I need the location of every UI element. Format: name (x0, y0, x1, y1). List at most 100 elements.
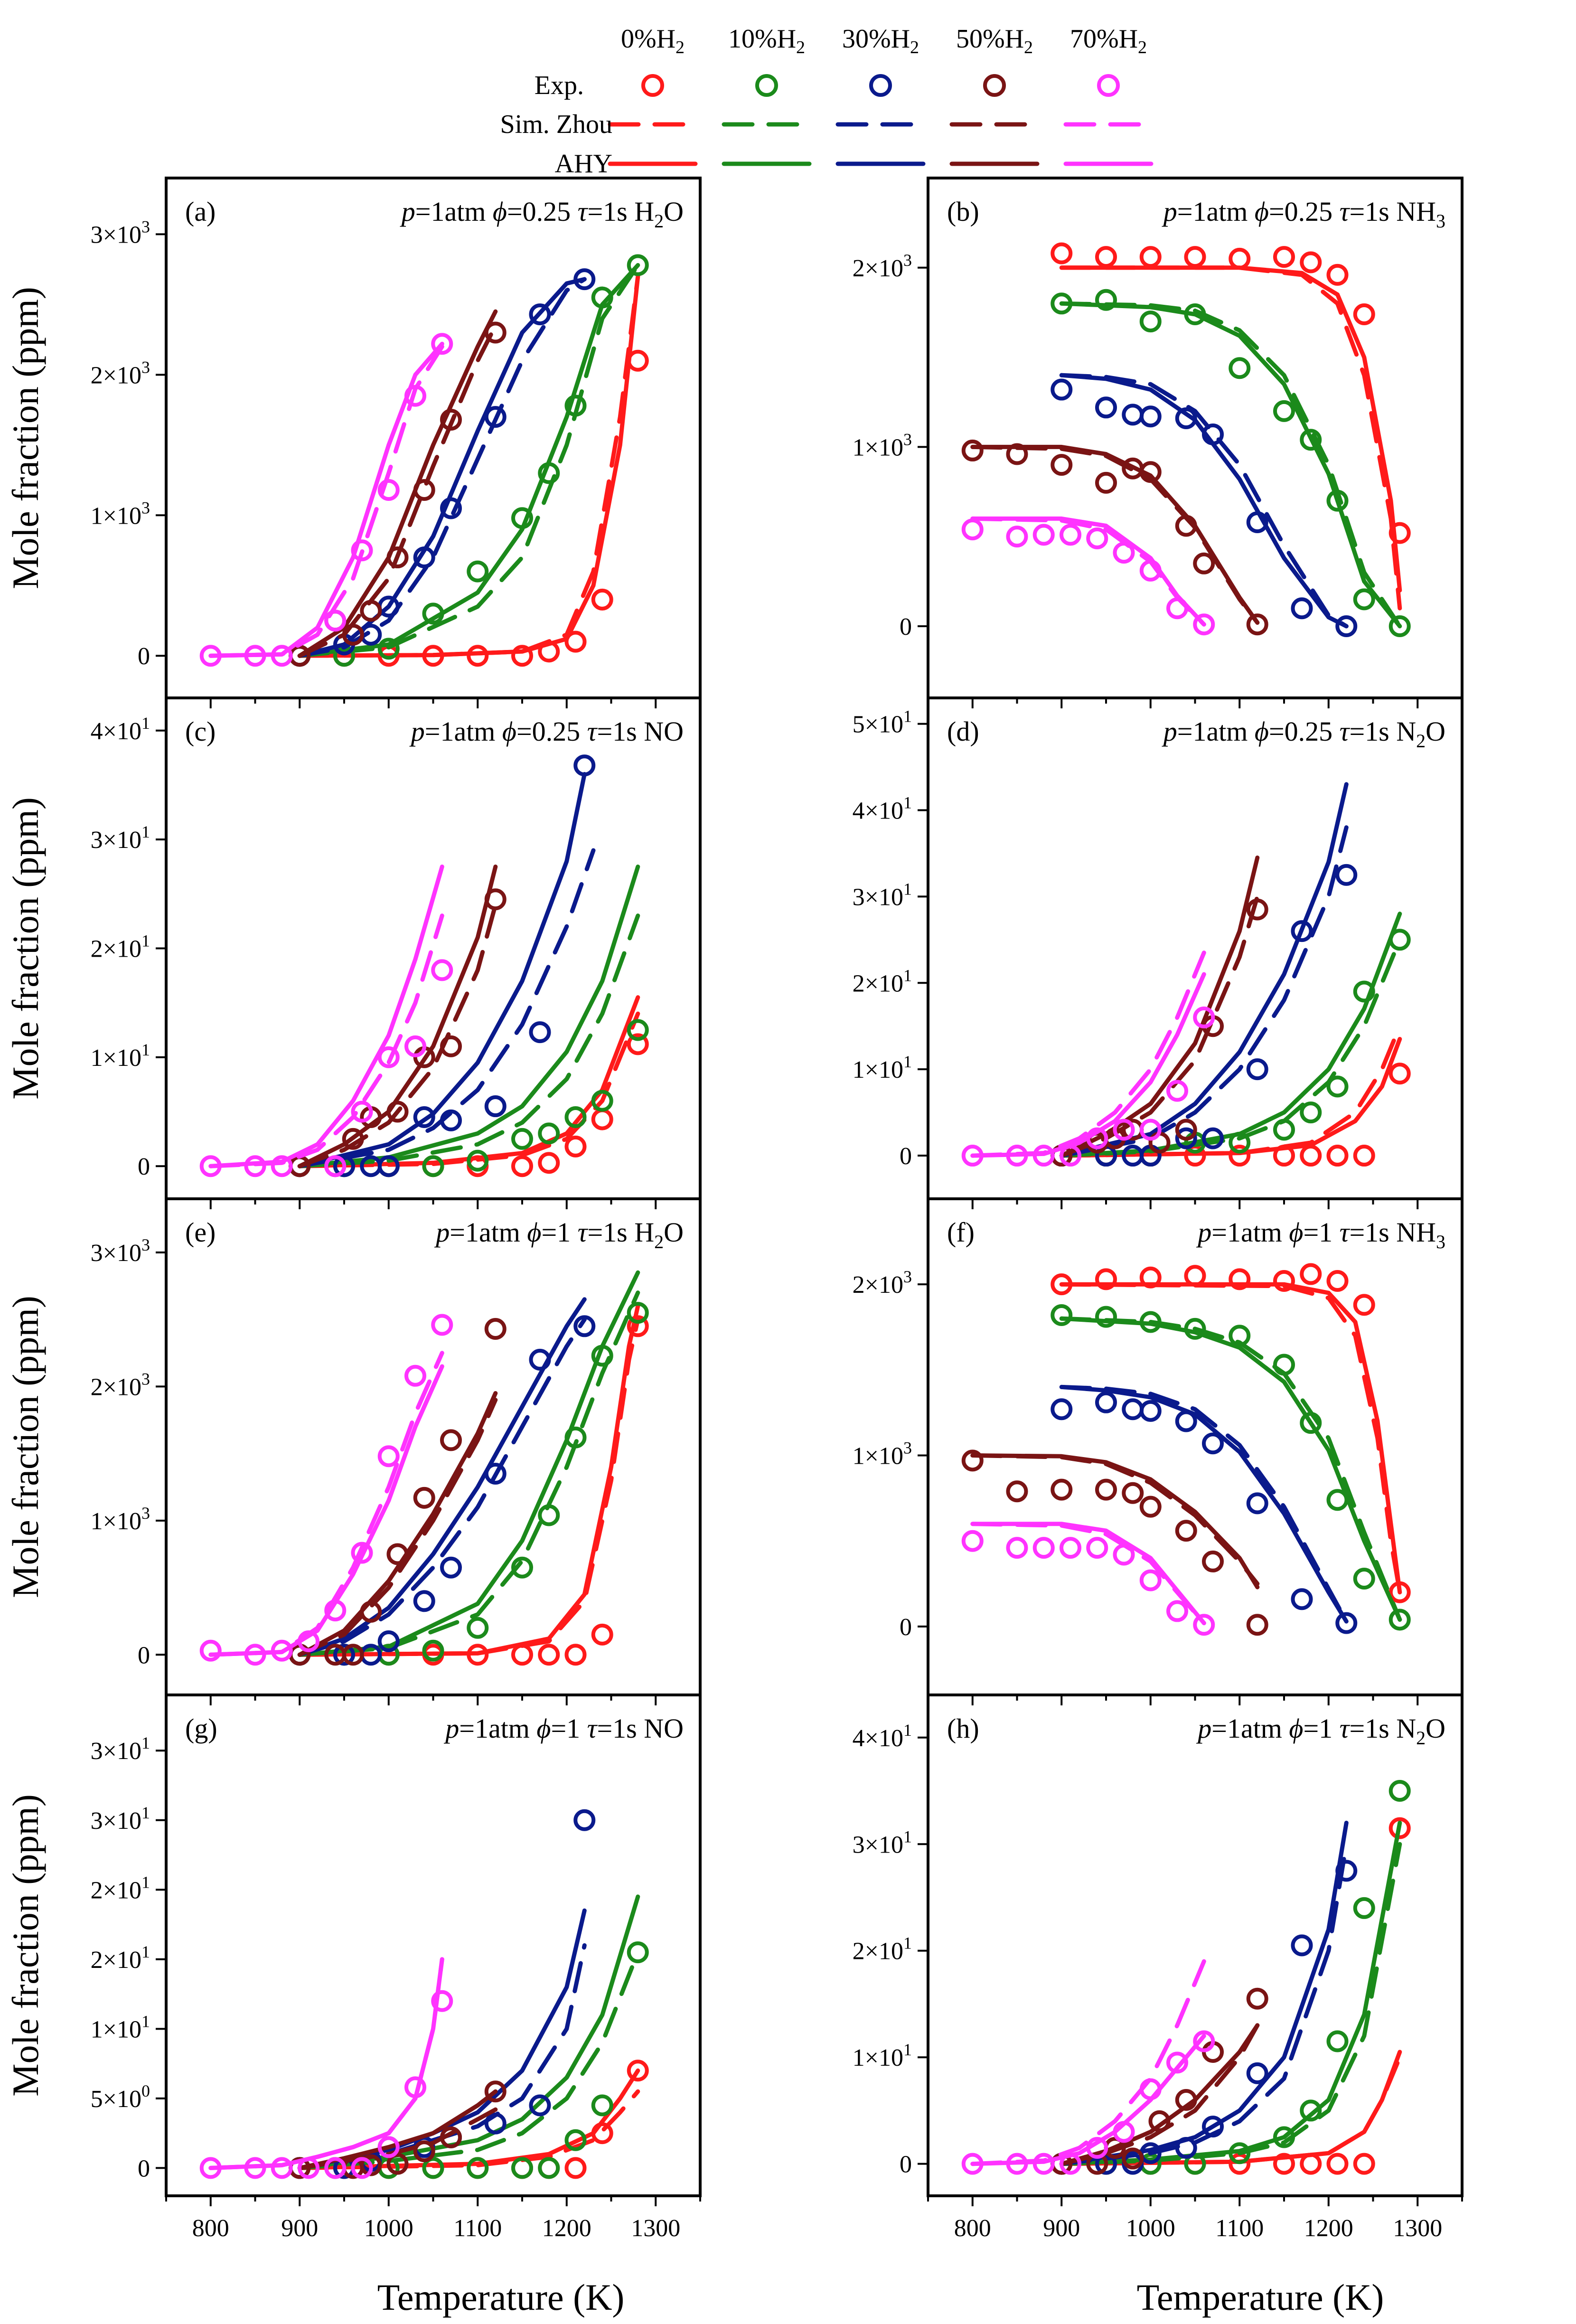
y-tick-label: 4×101 (91, 714, 150, 745)
y-tick-label: 0 (138, 1153, 150, 1180)
exp-point-30%H2 (529, 1348, 551, 1371)
y-tick-label: 0 (138, 643, 150, 670)
y-tick-label: 1×103 (91, 1504, 150, 1535)
exp-point-10%H2 (538, 1504, 560, 1526)
exp-point-10%H2 (1326, 489, 1349, 512)
exp-point-10%H2 (377, 638, 400, 660)
exp-point-70%H2 (351, 1101, 373, 1123)
exp-point-0%H2 (538, 1152, 560, 1174)
exp-point-70%H2 (1086, 1127, 1108, 1149)
exp-point-70%H2 (1060, 1145, 1081, 1167)
exp-point-70%H2 (271, 2157, 293, 2179)
exp-point-50%H2 (413, 1487, 435, 1509)
exp-point-70%H2 (1032, 1537, 1055, 1559)
zhou-line-30%H2 (297, 1317, 587, 1657)
ahy-line-50%H2 (970, 1453, 1260, 1590)
ahy-line-70%H2 (208, 341, 444, 658)
y-tick-label: 1×103 (853, 1439, 912, 1470)
exp-point-70%H2 (1006, 1145, 1028, 1167)
legend-row-label-2: AHY (555, 149, 612, 179)
panel-f: 0 1×103 2×103 (f) p=1atm ϕ=1 τ=1s NH3 (853, 1197, 1463, 1705)
x-tick-label: 1100 (453, 2215, 502, 2242)
y-axis-label: Mole fraction (ppm) (5, 287, 46, 589)
y-tick-label: 2×101 (91, 931, 150, 963)
exp-point-10%H2 (1326, 2030, 1349, 2052)
exp-point-0%H2 (564, 630, 587, 653)
exp-point-10%H2 (422, 602, 444, 625)
panel-label: (b) (947, 196, 979, 227)
zhou-line-10%H2 (297, 913, 640, 1168)
exp-point-70%H2 (1139, 2078, 1162, 2100)
ahy-line-30%H2 (1059, 1820, 1349, 2166)
exp-point-0%H2 (591, 1108, 613, 1130)
exp-point-70%H2 (244, 1155, 266, 1177)
exp-point-30%H2 (1291, 597, 1313, 620)
exp-point-70%H2 (244, 1644, 266, 1666)
zhou-line-10%H2 (1059, 1316, 1402, 1622)
panel-c: 0 1×101 2×101 3×101 4×101 (c) p=1atm ϕ=0.25 τ=… (5, 696, 702, 1209)
exp-point-0%H2 (1388, 522, 1411, 544)
y-tick-label: 1×103 (91, 498, 150, 529)
exp-point-10%H2 (1300, 2099, 1322, 2122)
exp-point-0%H2 (511, 1155, 533, 1177)
exp-point-50%H2 (1095, 471, 1117, 494)
ahy-line-50%H2 (970, 444, 1260, 625)
y-tick-label: 2×101 (91, 1872, 150, 1904)
exp-point-10%H2 (1388, 1780, 1411, 1802)
y-tick-label: 3×101 (853, 879, 912, 911)
exp-point-0%H2 (1326, 2153, 1349, 2175)
y-tick-label: 0 (138, 2155, 150, 2182)
exp-point-50%H2 (1246, 1987, 1268, 2010)
exp-point-0%H2 (422, 645, 444, 667)
exp-point-30%H2 (1246, 511, 1268, 533)
ahy-line-30%H2 (297, 1297, 587, 1657)
exp-point-10%H2 (627, 1302, 649, 1324)
exp-point-0%H2 (511, 645, 533, 667)
exp-point-50%H2 (386, 1101, 409, 1123)
exp-point-70%H2 (1006, 526, 1028, 548)
panel-label: (c) (185, 716, 216, 747)
ahy-line-0%H2 (297, 1304, 640, 1657)
exp-point-30%H2 (1175, 2136, 1197, 2159)
exp-point-0%H2 (1300, 2153, 1322, 2175)
exp-point-70%H2 (1060, 524, 1081, 546)
exp-point-0%H2 (627, 2060, 649, 2082)
zhou-line-70%H2 (208, 1957, 444, 2170)
exp-point-50%H2 (1202, 1550, 1224, 1572)
exp-point-30%H2 (333, 1155, 355, 1177)
exp-point-10%H2 (627, 254, 649, 276)
exp-point-0%H2 (1326, 263, 1349, 286)
exp-point-30%H2 (1175, 1410, 1197, 1432)
y-tick-label: 3×101 (91, 1803, 150, 1835)
exp-point-70%H2 (404, 1364, 426, 1387)
exp-point-10%H2 (1388, 929, 1411, 951)
exp-point-70%H2 (244, 2157, 266, 2179)
exp-point-0%H2 (1273, 2153, 1295, 2175)
exp-point-0%H2 (1353, 1294, 1375, 1316)
zhou-line-0%H2 (297, 1317, 640, 1657)
exp-point-10%H2 (1273, 1119, 1295, 1141)
exp-point-70%H2 (351, 2157, 373, 2179)
exp-point-50%H2 (1246, 898, 1268, 921)
panel-conditions: p=1atm ϕ=1 τ=1s NO (443, 1713, 684, 1744)
exp-point-50%H2 (1246, 1614, 1268, 1636)
exp-point-70%H2 (199, 1155, 222, 1177)
exp-point-10%H2 (591, 1345, 613, 1367)
exp-point-70%H2 (431, 1990, 453, 2012)
exp-point-70%H2 (1166, 1600, 1188, 1622)
exp-point-70%H2 (1166, 1080, 1188, 1102)
panel-label: (e) (185, 1217, 216, 1248)
exp-point-30%H2 (1335, 1612, 1358, 1634)
ahy-line-50%H2 (297, 865, 498, 1168)
exp-point-70%H2 (1139, 1569, 1162, 1591)
exp-point-30%H2 (440, 1109, 462, 1131)
exp-point-30%H2 (413, 1590, 435, 1612)
x-tick-label: 800 (954, 2215, 991, 2242)
legend-exp-marker-2 (869, 74, 892, 97)
ahy-line-70%H2 (208, 1957, 444, 2170)
exp-point-10%H2 (511, 507, 533, 529)
ahy-line-10%H2 (297, 1894, 640, 2170)
legend-exp-marker-0 (641, 74, 664, 97)
exp-point-0%H2 (1139, 1266, 1162, 1289)
panel-g: 0 5×100 1×101 2×101 2×101 3×101 3×101 800 900 100… (5, 1694, 702, 2242)
